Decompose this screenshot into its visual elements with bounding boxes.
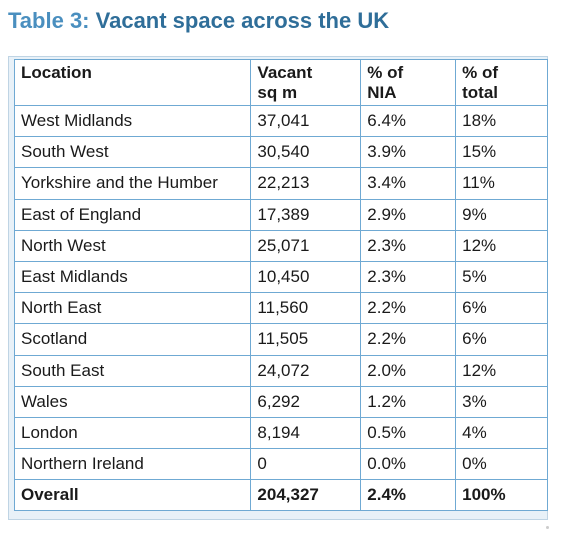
table-row: Scotland 11,505 2.2% 6% (13, 323, 548, 356)
cell-total: 0% (455, 448, 548, 481)
cell-total: 18% (455, 104, 548, 138)
table-title: Table 3: Vacant space across the UK (8, 8, 389, 34)
cell-total: 3% (455, 385, 548, 418)
cell-location: South East (13, 354, 252, 387)
cell-total: 12% (455, 229, 548, 262)
cell-location: East Midlands (13, 260, 252, 294)
table-row: Northern Ireland 0 0.0% 0% (13, 448, 548, 481)
table-row: London 8,194 0.5% 4% (13, 416, 548, 450)
table-row: East of England 17,389 2.9% 9% (13, 198, 548, 231)
table-row: North East 11,560 2.2% 6% (13, 292, 548, 325)
cell-location: South West (13, 136, 252, 169)
cell-nia: 2.3% (360, 229, 457, 262)
cell-vacant: 10,450 (250, 260, 362, 294)
cell-location: West Midlands (13, 104, 252, 138)
cell-vacant: 11,560 (250, 292, 362, 325)
cell-total: 11% (455, 167, 548, 200)
table-row: East Midlands 10,450 2.3% 5% (13, 260, 548, 294)
cell-vacant: 25,071 (250, 229, 362, 262)
cell-total: 12% (455, 354, 548, 387)
cell-total: 4% (455, 416, 548, 450)
cell-location: Northern Ireland (13, 448, 252, 481)
cell-nia: 2.9% (360, 198, 457, 231)
table-title-text: Vacant space across the UK (95, 8, 390, 33)
cell-nia: 3.9% (360, 136, 457, 169)
cell-vacant: 8,194 (250, 416, 362, 450)
cell-nia: 0.0% (360, 448, 457, 481)
cell-location: North East (13, 292, 252, 325)
cell-location: Yorkshire and the Humber (13, 167, 252, 200)
cell-nia: 2.3% (360, 260, 457, 294)
table-row: Yorkshire and the Humber 22,213 3.4% 11% (13, 167, 548, 200)
cell-vacant: 0 (250, 448, 362, 481)
cell-nia: 2.2% (360, 323, 457, 356)
cell-total: 6% (455, 292, 548, 325)
cell-vacant: 17,389 (250, 198, 362, 231)
overall-location: Overall (13, 479, 252, 512)
cell-total: 5% (455, 260, 548, 294)
cell-vacant: 30,540 (250, 136, 362, 169)
vacant-space-table: Location Vacant sq m % of NIA % of total We… (13, 59, 548, 512)
header-pct-nia: % of NIA (360, 59, 457, 106)
header-row: Location Vacant sq m % of NIA % of total (13, 59, 548, 106)
table-row: South East 24,072 2.0% 12% (13, 354, 548, 387)
scan-speck (546, 526, 549, 529)
table-row: Wales 6,292 1.2% 3% (13, 385, 548, 418)
cell-location: Scotland (13, 323, 252, 356)
cell-nia: 2.0% (360, 354, 457, 387)
cell-location: North West (13, 229, 252, 262)
overall-row: Overall 204,327 2.4% 100% (13, 479, 548, 512)
table-row: South West 30,540 3.9% 15% (13, 136, 548, 169)
cell-nia: 3.4% (360, 167, 457, 200)
cell-nia: 2.2% (360, 292, 457, 325)
cell-total: 9% (455, 198, 548, 231)
cell-location: East of England (13, 198, 252, 231)
table-row: North West 25,071 2.3% 12% (13, 229, 548, 262)
overall-vacant: 204,327 (250, 479, 362, 512)
table-number: Table 3: (8, 8, 90, 33)
cell-vacant: 11,505 (250, 323, 362, 356)
cell-total: 6% (455, 323, 548, 356)
cell-location: Wales (13, 385, 252, 418)
header-pct-total: % of total (455, 59, 548, 106)
overall-total: 100% (455, 479, 548, 512)
cell-vacant: 24,072 (250, 354, 362, 387)
cell-vacant: 37,041 (250, 104, 362, 138)
header-location: Location (13, 59, 252, 106)
cell-nia: 6.4% (360, 104, 457, 138)
cell-location: London (13, 416, 252, 450)
cell-vacant: 6,292 (250, 385, 362, 418)
header-vacant-sqm: Vacant sq m (250, 59, 362, 106)
cell-nia: 1.2% (360, 385, 457, 418)
cell-nia: 0.5% (360, 416, 457, 450)
cell-vacant: 22,213 (250, 167, 362, 200)
table-row: West Midlands 37,041 6.4% 18% (13, 104, 548, 138)
overall-nia: 2.4% (360, 479, 457, 512)
cell-total: 15% (455, 136, 548, 169)
